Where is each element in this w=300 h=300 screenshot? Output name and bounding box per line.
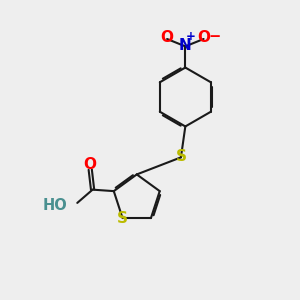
Text: −: −	[209, 29, 221, 44]
Text: S: S	[117, 211, 128, 226]
Text: HO: HO	[42, 198, 67, 213]
Text: O: O	[197, 30, 210, 45]
Text: S: S	[176, 149, 186, 164]
Text: N: N	[179, 38, 192, 53]
Text: O: O	[84, 157, 97, 172]
Text: +: +	[186, 30, 196, 44]
Text: O: O	[160, 30, 174, 45]
